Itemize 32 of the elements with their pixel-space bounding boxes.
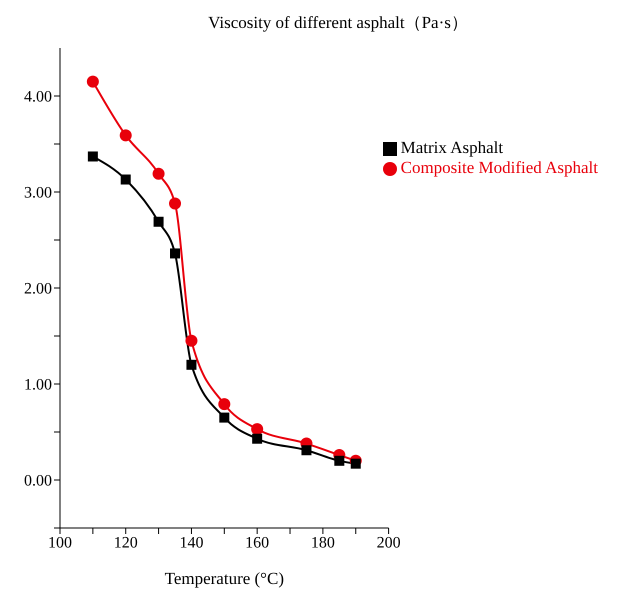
x-tick-label: 140 (179, 534, 204, 552)
point (334, 456, 344, 466)
x-axis-title: Temperature (°C) (164, 569, 284, 588)
point (350, 458, 361, 469)
y-tick-label: 3.00 (24, 184, 52, 202)
x-tick-label: 100 (48, 534, 72, 552)
y-tick-label: 0.00 (24, 472, 52, 490)
point (301, 445, 312, 456)
point (185, 334, 198, 347)
point (120, 174, 131, 185)
x-tick-label: 160 (245, 534, 270, 552)
point (219, 412, 230, 423)
legend-label: Composite Modified Asphalt (400, 158, 598, 177)
point (154, 216, 164, 227)
point (120, 129, 132, 142)
point (186, 360, 196, 370)
point (170, 248, 180, 258)
y-tick-label: 4.00 (24, 88, 52, 106)
point (86, 76, 99, 88)
chart-title: Viscosity of different asphalt（Pa·s） (207, 12, 469, 34)
y-tick-label: 1.00 (24, 376, 52, 394)
point (88, 151, 98, 162)
y-tick-label: 2.00 (24, 280, 52, 298)
legend-label: Matrix Asphalt (400, 138, 504, 157)
point (218, 398, 230, 410)
x-tick-label: 180 (310, 534, 335, 552)
point (251, 423, 264, 436)
x-tick-label: 200 (376, 534, 401, 552)
x-tick-label: 120 (114, 534, 138, 552)
point (252, 434, 262, 444)
point (169, 198, 182, 210)
point (152, 168, 165, 180)
